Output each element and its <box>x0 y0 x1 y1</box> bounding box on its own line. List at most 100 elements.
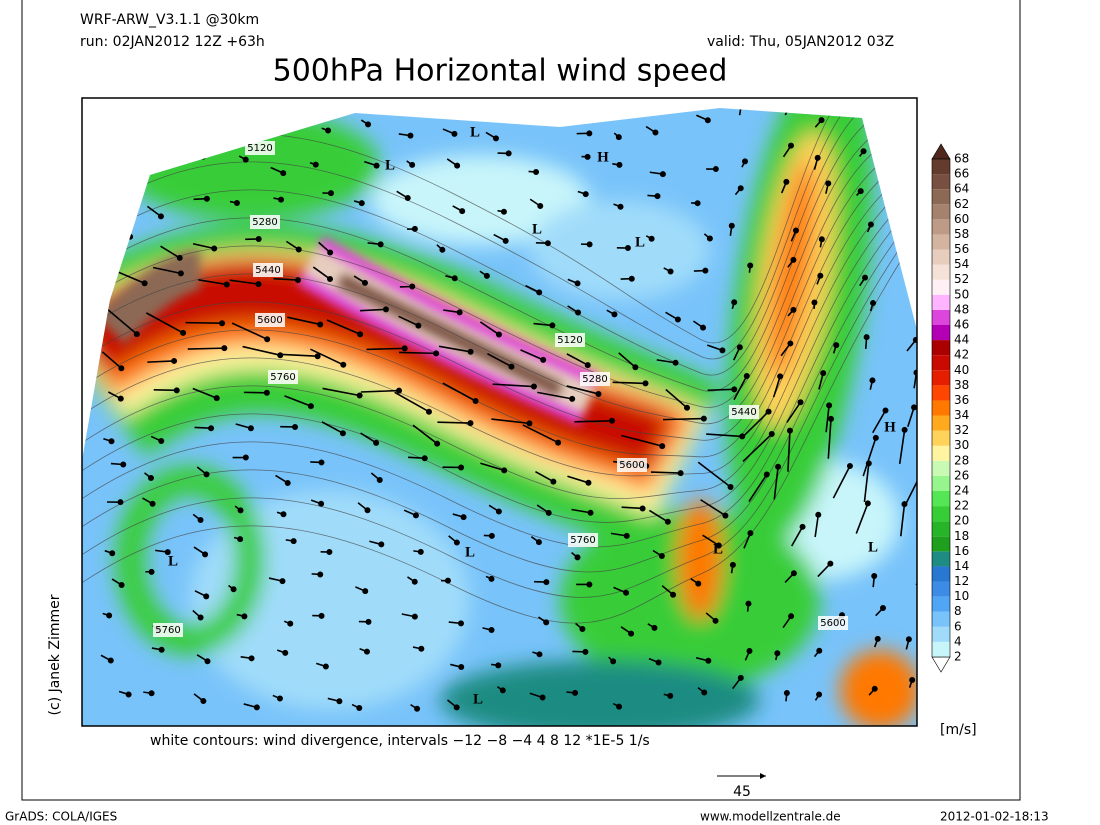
wind-arrow <box>394 391 430 413</box>
contour-label: 5600 <box>619 460 644 471</box>
wind-arrow-head <box>213 395 220 402</box>
wind-arrow-head <box>365 121 372 128</box>
wind-arrow <box>279 353 318 358</box>
colorbar-swatch <box>932 611 950 627</box>
wind-arrow <box>706 433 743 438</box>
wind-arrow-head <box>317 571 324 578</box>
wind-arrow-head <box>141 280 148 287</box>
wind-arrow-head <box>365 618 372 625</box>
wind-arrow <box>273 277 298 281</box>
wind-arrow-head <box>292 423 299 430</box>
wind-arrow-head <box>314 353 321 360</box>
contour-label: 5760 <box>270 372 295 383</box>
wind-arrow-head <box>611 311 618 318</box>
wind-arrow <box>101 351 122 369</box>
wind-arrow-head <box>846 462 853 469</box>
wind-arrow-head <box>632 364 639 371</box>
colorbar-swatch <box>932 309 950 325</box>
colorbar-label: 68 <box>954 152 969 166</box>
timestamp: 2012-01-02-18:13 <box>940 810 1049 824</box>
wind-arrow <box>618 352 636 368</box>
wind-arrow-head <box>411 225 418 232</box>
wind-arrow-head <box>617 203 624 210</box>
wind-arrow-head <box>472 398 479 405</box>
colorbar-label: 18 <box>954 529 969 543</box>
colorbar-label: 14 <box>954 559 969 573</box>
wind-arrow <box>863 463 870 503</box>
wind-arrow-head <box>677 470 684 477</box>
wind-arrow-head <box>287 620 294 627</box>
valid: valid: Thu, 05JAN2012 03Z <box>707 34 894 50</box>
pressure-center: L <box>473 691 483 707</box>
wind-arrow-head <box>535 539 542 546</box>
wind-arrow-head <box>783 689 790 696</box>
colorbar-swatch <box>932 415 950 431</box>
wind-arrow-head <box>694 200 701 207</box>
contour-label: 5760 <box>155 625 180 636</box>
wind-arrow-head <box>414 705 421 712</box>
colorbar: 2468101214161820222426283032343638404244… <box>931 143 969 673</box>
wind-arrow-head <box>610 658 617 665</box>
colorbar-swatch <box>932 325 950 341</box>
wind-arrow-head <box>799 523 806 530</box>
wind-arrow-head <box>499 687 506 694</box>
wind-arrow-head <box>860 148 867 155</box>
pressure-center: H <box>884 419 896 435</box>
wind-arrow <box>898 429 906 465</box>
wind-arrow-head <box>409 283 416 290</box>
pressure-center: L <box>868 539 878 555</box>
colorbar-swatch <box>932 521 950 537</box>
run: run: 02JAN2012 12Z +63h <box>80 34 265 50</box>
wind-arrow-head <box>158 437 165 444</box>
wind-arrow-head <box>325 127 332 134</box>
wind-arrow-head <box>203 195 210 202</box>
wind-arrow-head <box>433 350 440 357</box>
wind-arrow <box>648 509 669 523</box>
wind-arrow-head <box>204 658 211 665</box>
contour-label-box <box>568 533 598 547</box>
wind-arrow-head <box>242 454 249 461</box>
wind-arrow-head <box>500 208 507 215</box>
wind-arrow-head <box>659 171 666 178</box>
colorbar-label: 44 <box>954 333 969 347</box>
wind-arrow <box>621 434 663 447</box>
wind-arrow-head <box>539 694 546 701</box>
wind-arrow-head <box>356 705 363 712</box>
wind-arrow-head <box>737 185 744 192</box>
wind-arrow-head <box>659 443 666 450</box>
colorbar-label: 32 <box>954 423 969 437</box>
wind-arrow-head <box>768 431 775 438</box>
wind-arrow-head <box>537 203 544 210</box>
wind-arrow <box>360 389 400 393</box>
colorbar-label: 26 <box>954 468 969 482</box>
wind-arrow-head <box>467 420 474 427</box>
colorbar-swatch <box>932 204 950 220</box>
wind-arrow <box>907 407 915 428</box>
wind-arrow-head <box>814 154 821 161</box>
wind-arrow-head <box>811 299 818 306</box>
height-contour <box>82 261 901 624</box>
wind-arrow-head <box>453 539 460 546</box>
contour-label: 5120 <box>557 335 582 346</box>
wind-arrow-head <box>526 420 533 427</box>
wind-arrow-head <box>787 142 794 149</box>
wind-arrow-head <box>818 117 825 124</box>
wind-arrow <box>743 411 770 437</box>
wind-arrow <box>832 465 851 499</box>
wind-arrow-head <box>467 348 474 355</box>
wind-arrow-head <box>177 270 184 277</box>
wind-arrow-head <box>459 208 466 215</box>
contour-label-box <box>245 141 275 155</box>
wind-arrow-head <box>595 390 602 397</box>
wind-arrow-head <box>704 117 711 124</box>
wind-arrow-head <box>857 188 864 195</box>
wind-arrow-head <box>765 408 772 415</box>
wind-arrow-head <box>508 363 515 370</box>
wind-arrow-head <box>584 362 591 369</box>
wind-arrow-head <box>628 630 635 637</box>
wind-arrow-head <box>495 662 502 669</box>
wind-arrow <box>665 388 688 409</box>
wind-arrow-head <box>278 196 285 203</box>
wind-arrow <box>147 360 175 363</box>
wind-arrow-head <box>783 178 790 185</box>
